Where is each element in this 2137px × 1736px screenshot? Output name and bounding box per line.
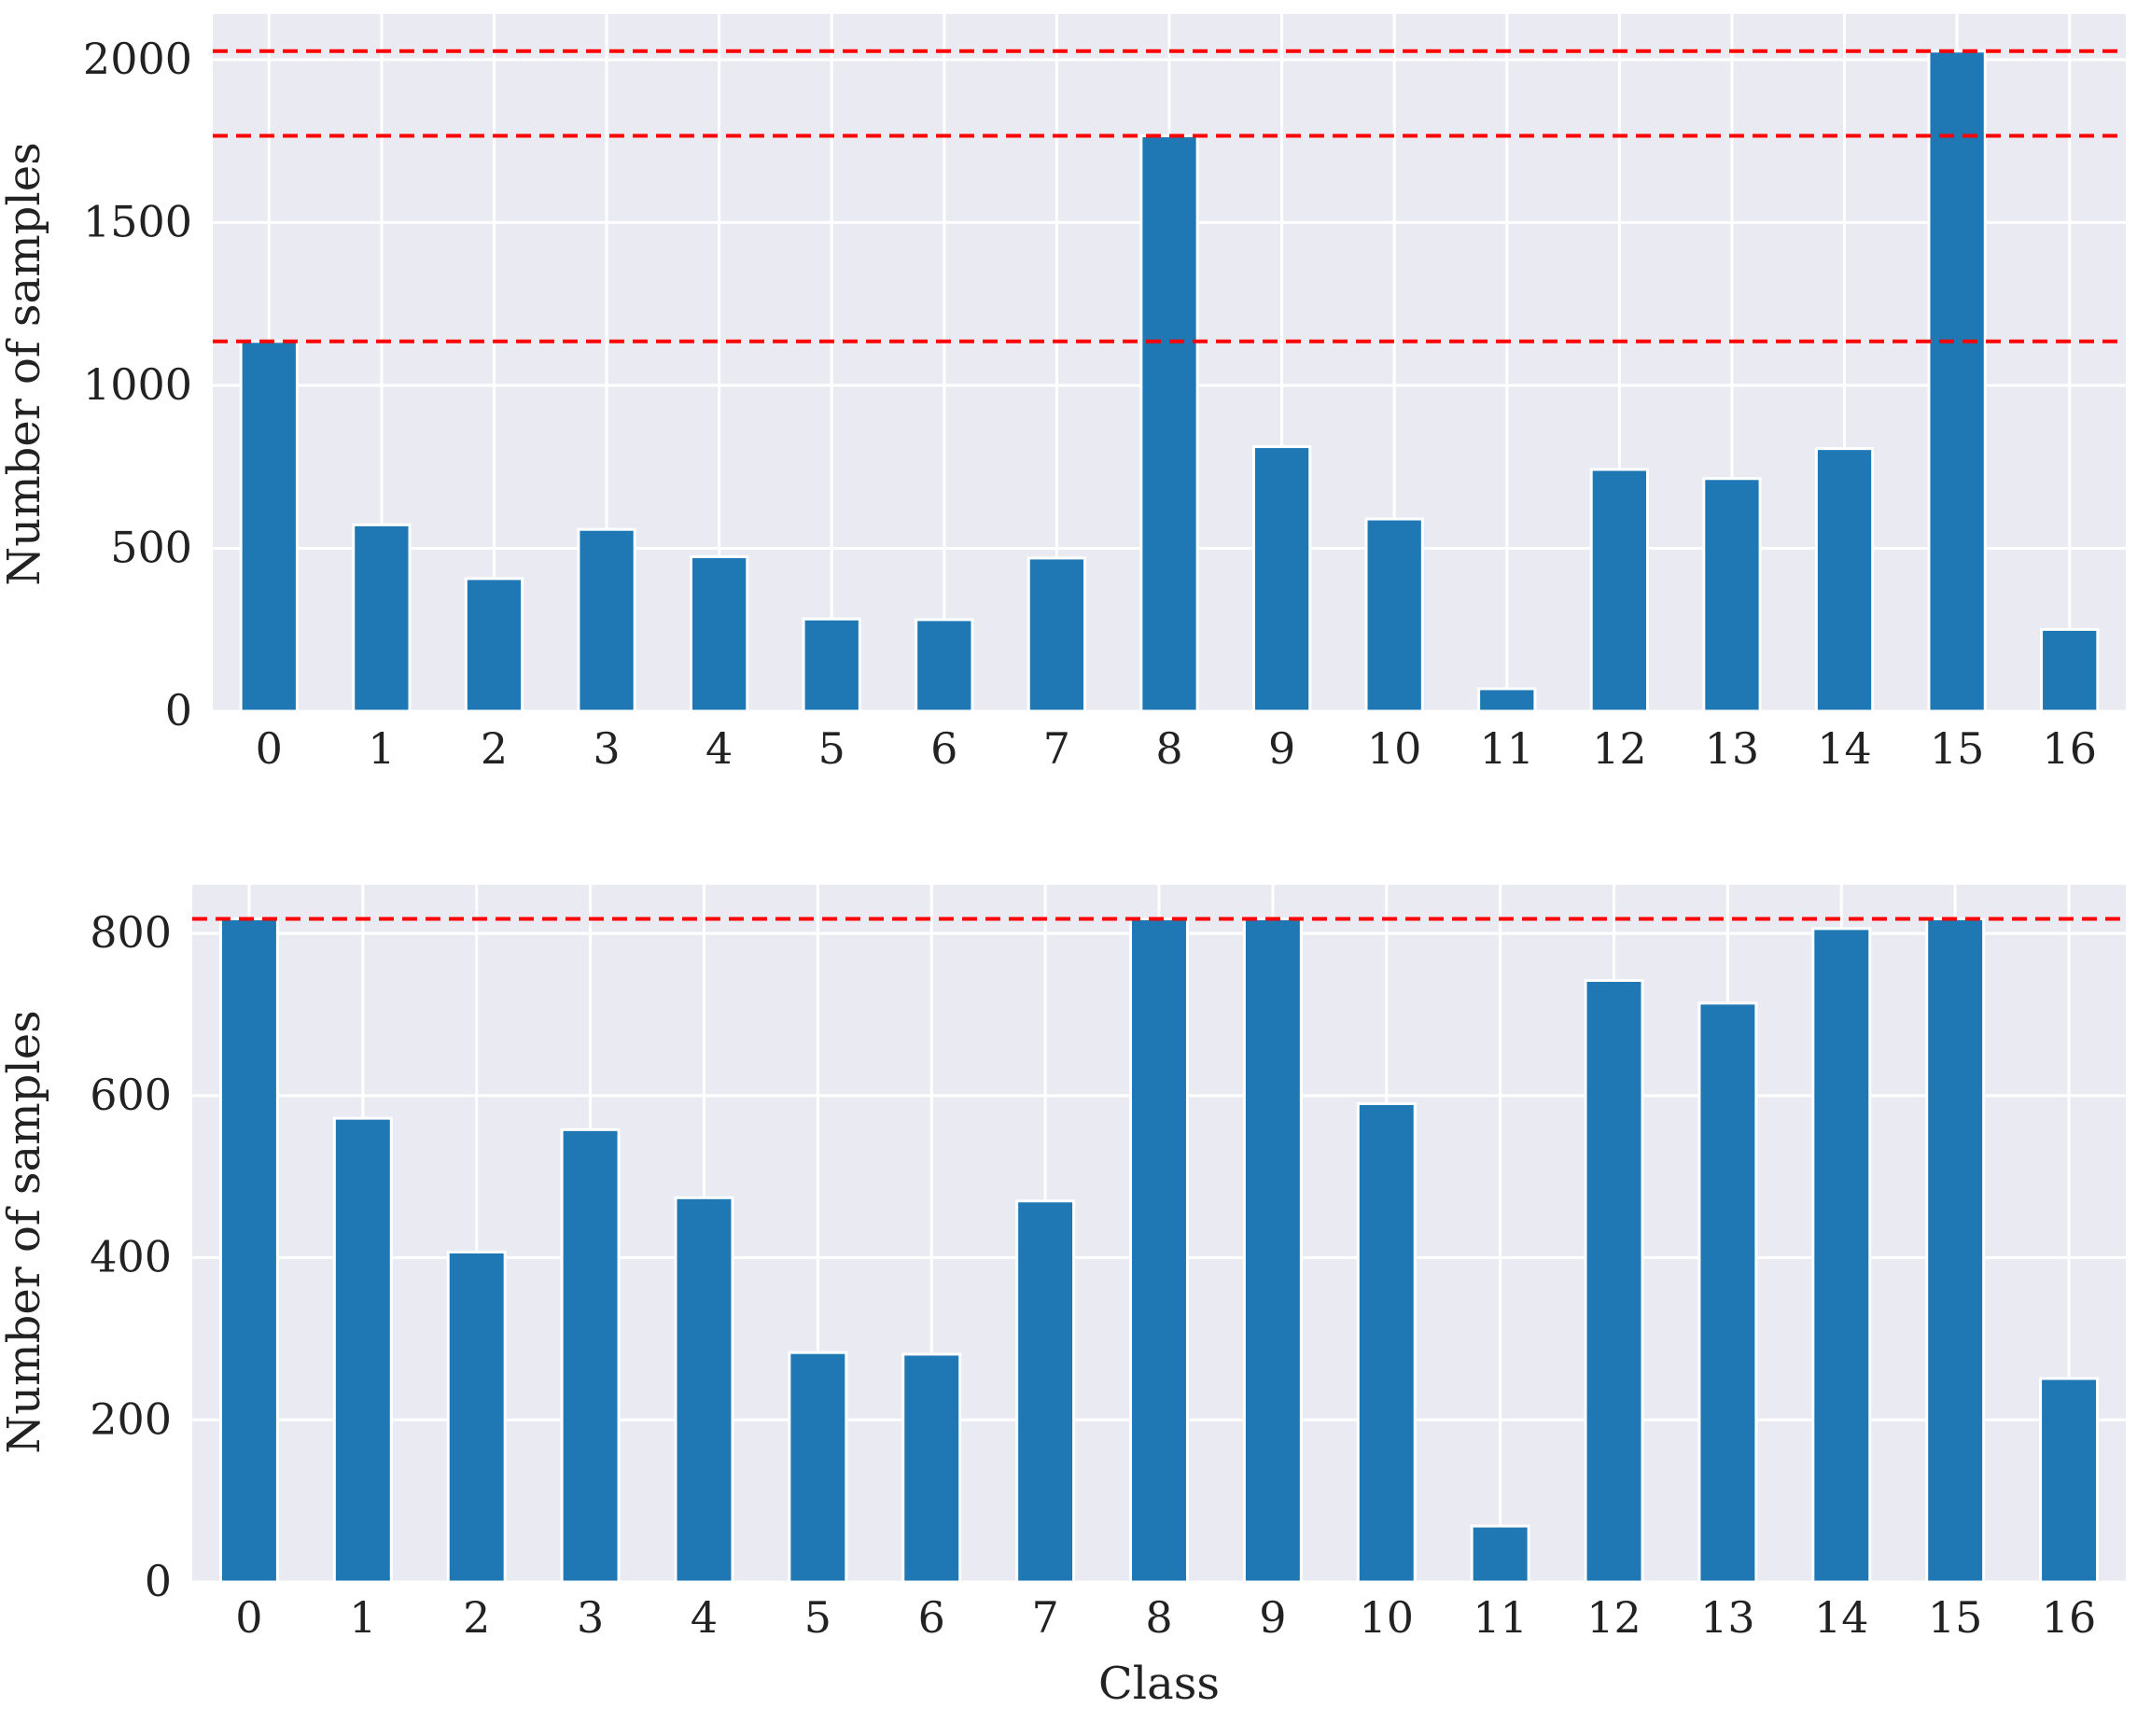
x-tick-label: 9	[1259, 1592, 1286, 1643]
y-tick-label: 2000	[83, 34, 192, 84]
x-tick-label: 10	[1367, 723, 1422, 774]
bar-class-6	[901, 1352, 962, 1584]
x-tick-label: 12	[1592, 723, 1647, 774]
x-tick-label: 5	[804, 1592, 831, 1643]
bar-class-5	[802, 617, 861, 713]
x-tick-label: 5	[818, 723, 845, 774]
bar-class-0	[218, 917, 279, 1584]
x-tick-label: 14	[1817, 723, 1872, 774]
y-tick-label: 0	[145, 1556, 172, 1606]
x-axis-title: Class	[1098, 1658, 1220, 1710]
x-tick-label: 10	[1359, 1592, 1414, 1643]
x-tick-label: 13	[1700, 1592, 1755, 1643]
bar-class-3	[577, 527, 636, 713]
bar-class-1	[332, 1116, 393, 1584]
y-tick-label: 0	[165, 685, 192, 735]
x-tick-label: 11	[1479, 723, 1534, 774]
x-tick-label: 7	[1043, 723, 1070, 774]
x-tick-label: 15	[1928, 1592, 1983, 1643]
x-tick-label: 11	[1473, 1592, 1528, 1643]
bar-class-9	[1242, 917, 1303, 1584]
x-tick-label: 2	[463, 1592, 490, 1643]
bar-class-15	[1925, 917, 1986, 1584]
y-tick-label: 1000	[83, 359, 192, 410]
x-tick-label: 16	[2042, 1592, 2097, 1643]
x-tick-label: 9	[1268, 723, 1295, 774]
bar-class-0	[239, 340, 299, 713]
bar-class-13	[1702, 477, 1762, 713]
x-tick-label: 4	[705, 723, 733, 774]
x-tick-label: 13	[1705, 723, 1760, 774]
y-tick-label: 500	[110, 522, 192, 572]
x-tick-label: 2	[481, 723, 508, 774]
x-tick-label: 14	[1814, 1592, 1869, 1643]
bar-class-10	[1356, 1102, 1417, 1584]
y-tick-label: 800	[90, 907, 172, 958]
x-tick-label: 6	[918, 1592, 945, 1643]
x-tick-label: 0	[256, 723, 283, 774]
x-tick-label: 8	[1145, 1592, 1172, 1643]
x-tick-label: 15	[1930, 723, 1985, 774]
bar-class-12	[1589, 468, 1650, 713]
bar-class-5	[788, 1351, 848, 1584]
bar-class-14	[1814, 447, 1875, 713]
bar-class-7	[1015, 1199, 1076, 1584]
bar-class-4	[690, 555, 749, 713]
x-tick-label: 7	[1031, 1592, 1058, 1643]
bar-class-16	[2040, 627, 2100, 713]
bar-class-15	[1927, 49, 1987, 713]
bar-class-14	[1811, 927, 1872, 1584]
bar-class-1	[352, 523, 412, 713]
x-tick-label: 1	[349, 1592, 376, 1643]
bar-class-10	[1364, 517, 1424, 713]
x-tick-label: 3	[593, 723, 620, 774]
y-axis-title: Number of samples	[0, 1010, 50, 1454]
bar-class-8	[1129, 917, 1189, 1584]
bar-class-2	[464, 577, 524, 713]
x-tick-label: 1	[368, 723, 395, 774]
bar-class-9	[1251, 445, 1312, 713]
y-tick-label: 200	[90, 1393, 172, 1444]
y-tick-label: 600	[90, 1070, 172, 1120]
x-tick-label: 12	[1586, 1592, 1641, 1643]
bar-class-3	[560, 1127, 621, 1584]
x-tick-label: 6	[930, 723, 957, 774]
x-tick-label: 0	[235, 1592, 262, 1643]
x-tick-label: 8	[1155, 723, 1182, 774]
bar-class-8	[1139, 134, 1199, 713]
bar-class-11	[1477, 687, 1537, 713]
bar-class-16	[2039, 1377, 2100, 1584]
bar-class-7	[1027, 556, 1087, 713]
bar-class-11	[1470, 1524, 1530, 1584]
x-tick-label: 4	[691, 1592, 718, 1643]
bar-class-2	[446, 1250, 507, 1584]
bar-class-4	[674, 1196, 734, 1584]
bar-class-13	[1697, 1001, 1758, 1584]
y-axis-title: Number of samples	[0, 142, 50, 586]
bar-class-6	[915, 618, 974, 713]
x-tick-label: 3	[577, 1592, 604, 1643]
bar-class-12	[1584, 978, 1644, 1584]
y-tick-label: 1500	[83, 196, 192, 246]
y-tick-label: 400	[90, 1232, 172, 1282]
x-tick-label: 16	[2042, 723, 2097, 774]
